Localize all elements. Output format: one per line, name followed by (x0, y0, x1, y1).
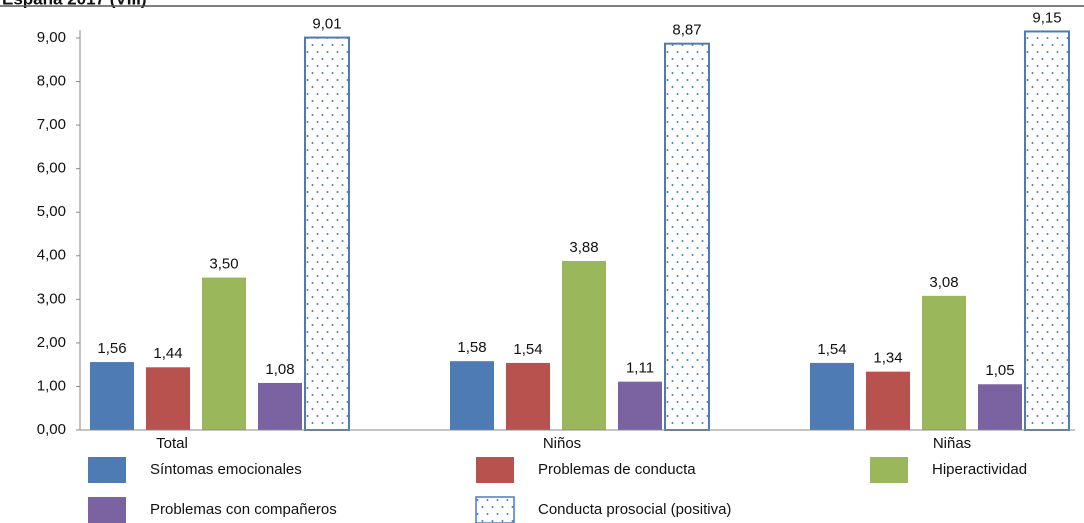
value-label: 3,88 (569, 239, 598, 256)
legend-swatch (870, 457, 908, 483)
bar (810, 362, 854, 430)
bar (618, 381, 662, 430)
y-tick-label: 8,00 (37, 73, 66, 90)
bar (866, 371, 910, 430)
bar (506, 362, 550, 430)
value-label: 1,05 (985, 362, 1014, 379)
value-label: 3,08 (929, 274, 958, 291)
value-label: 9,01 (312, 16, 341, 33)
y-tick-label: 1,00 (37, 377, 66, 394)
bar (202, 277, 246, 430)
x-tick-label: Niños (543, 435, 581, 452)
x-tick-label: Niñas (933, 435, 971, 452)
bar (664, 42, 710, 431)
value-label: 1,58 (457, 339, 486, 356)
value-label: 8,87 (672, 22, 701, 39)
bar (258, 382, 302, 430)
chart-title: España 2017 (VIII) (2, 0, 147, 8)
value-label: 1,56 (97, 340, 126, 357)
y-tick-label: 4,00 (37, 247, 66, 264)
y-tick-label: 5,00 (37, 203, 66, 220)
bar (978, 384, 1022, 430)
y-tick-label: 7,00 (37, 116, 66, 133)
bar (304, 36, 350, 431)
legend-label: Síntomas emocionales (150, 461, 302, 478)
legend-label: Problemas con compañeros (150, 501, 337, 518)
y-tick-label: 9,00 (37, 29, 66, 46)
y-tick-label: 2,00 (37, 334, 66, 351)
bar (1024, 30, 1070, 431)
value-label: 1,54 (513, 341, 542, 358)
legend-label: Problemas de conducta (538, 461, 696, 478)
bar (922, 295, 966, 430)
bar (562, 261, 606, 430)
y-tick-label: 6,00 (37, 160, 66, 177)
y-tick-label: 3,00 (37, 290, 66, 307)
value-label: 1,54 (817, 341, 846, 358)
bar (450, 361, 494, 430)
value-label: 9,15 (1032, 9, 1061, 26)
value-label: 1,11 (626, 360, 654, 377)
bar (90, 362, 134, 430)
legend-swatch (475, 496, 515, 523)
x-tick-label: Total (156, 435, 188, 452)
legend-swatch (88, 497, 126, 523)
legend-swatch (476, 457, 514, 483)
value-label: 1,08 (265, 361, 294, 378)
bar (146, 367, 190, 430)
value-label: 1,44 (153, 345, 182, 362)
legend-label: Conducta prosocial (positiva) (538, 501, 731, 518)
y-tick-label: 0,00 (37, 421, 66, 438)
value-label: 3,50 (209, 256, 238, 273)
legend-swatch (88, 457, 126, 483)
legend-label: Hiperactividad (932, 461, 1027, 478)
value-label: 1,34 (873, 350, 902, 367)
